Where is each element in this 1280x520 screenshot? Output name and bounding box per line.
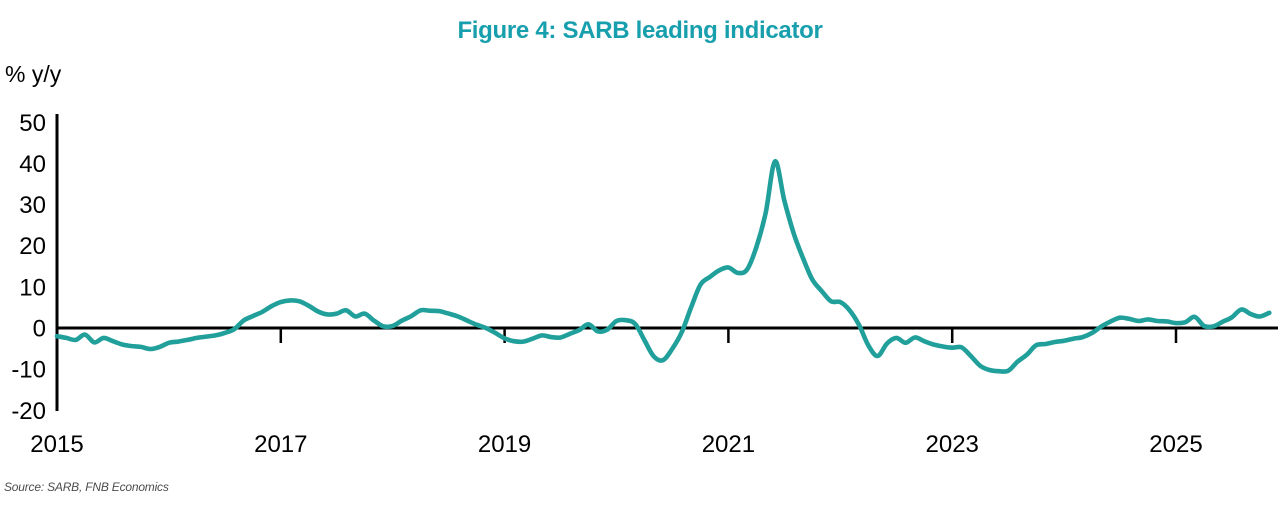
indicator-line bbox=[54, 159, 1272, 374]
source-note: Source: SARB, FNB Economics bbox=[4, 480, 169, 494]
chart-title: Figure 4: SARB leading indicator bbox=[457, 17, 823, 44]
y-tick-label: 10 bbox=[19, 274, 46, 301]
x-tick-label: 2015 bbox=[30, 431, 83, 458]
y-tick-label: 20 bbox=[19, 233, 46, 260]
x-tick-label: 2017 bbox=[254, 431, 307, 458]
y-tick-label: -20 bbox=[11, 398, 46, 425]
y-tick-label: -10 bbox=[11, 357, 46, 384]
x-tick-label: 2021 bbox=[702, 431, 755, 458]
x-tick-label: 2019 bbox=[478, 431, 531, 458]
y-tick-label: 30 bbox=[19, 192, 46, 219]
y-axis-unit-label: % y/y bbox=[5, 61, 62, 87]
y-tick-label: 40 bbox=[19, 151, 46, 178]
y-tick-label: 50 bbox=[19, 110, 46, 137]
x-tick-label: 2023 bbox=[926, 431, 979, 458]
y-tick-label: 0 bbox=[33, 316, 46, 343]
x-tick-label: 2025 bbox=[1149, 431, 1202, 458]
